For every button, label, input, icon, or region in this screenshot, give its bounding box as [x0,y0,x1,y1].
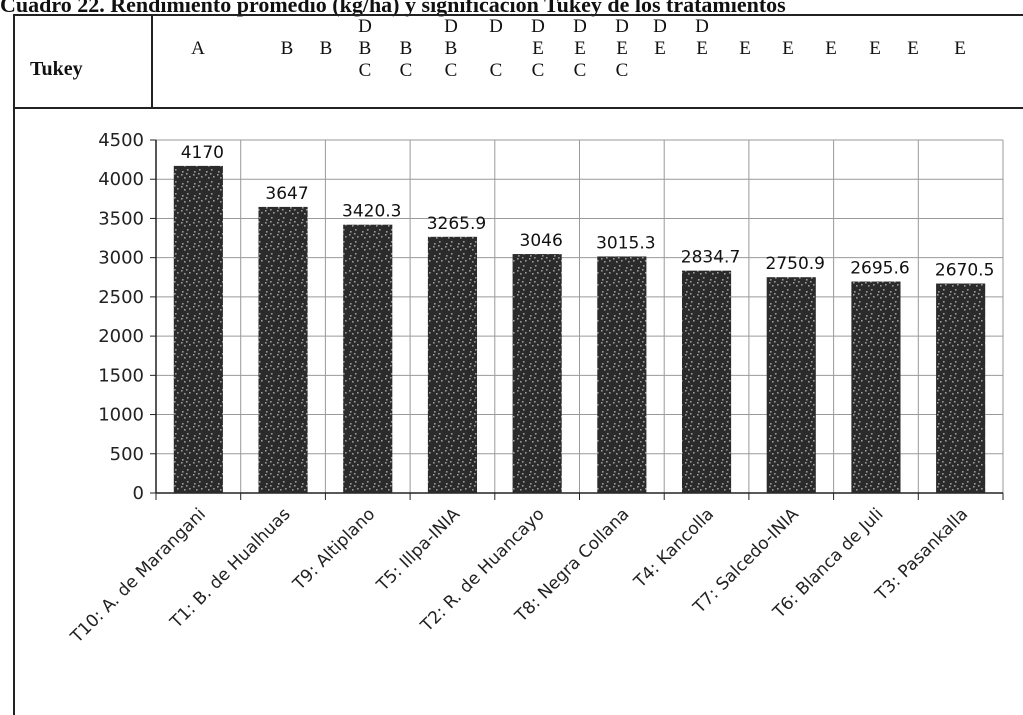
x-tick-label: T5: Illpa-INIA [372,504,464,596]
data-label: 3420.3 [342,202,401,222]
tukey-letter: E [782,38,794,59]
tukey-letter: D [489,16,503,37]
tukey-letter: E [825,38,837,59]
tukey-letter: D [358,16,372,37]
tukey-letter: E [739,38,751,59]
tukey-letter: C [573,60,587,81]
data-label: 3647 [265,184,308,204]
tukey-letter: E [574,38,586,59]
bar [173,165,223,494]
data-label: 3046 [520,231,563,251]
data-label: 4170 [181,143,224,163]
data-label: 2670.5 [935,261,994,281]
tukey-group-column: E [778,16,798,82]
tukey-letter: E [907,38,919,59]
tukey-letter: B [358,38,372,59]
table-frame [13,14,1023,715]
tukey-letter: B [280,38,294,59]
tukey-letter: D [573,16,587,37]
y-tick-label: 500 [110,444,144,465]
data-label: 2750.9 [766,254,825,274]
y-tick-label: 2000 [98,326,144,347]
tukey-divider [151,14,153,109]
data-label: 2834.7 [681,248,740,268]
y-tick-label: 3000 [98,248,144,269]
data-label: 3265.9 [427,214,486,234]
bar [343,224,393,493]
tukey-group-column: E [950,16,970,82]
tukey-letter: D [653,16,667,37]
bar [681,270,732,493]
x-tick-label: T9: Altiplano [289,504,380,595]
tukey-group-column: E [865,16,885,82]
tukey-letter: D [531,16,545,37]
tukey-letter: E [696,38,708,59]
tukey-group-column: E [735,16,755,82]
y-tick-label: 0 [133,483,144,504]
y-tick-label: 1000 [98,405,144,426]
tukey-letter: D [615,16,629,37]
x-tick-label: T10: A. de Marangani [66,504,209,647]
tukey-letter: C [399,60,413,81]
y-tick-label: 4500 [98,130,144,151]
data-label: 3015.3 [596,233,655,253]
y-tick-label: 4000 [98,169,144,190]
x-tick-label: T4: Kancolla [630,504,718,592]
tukey-letter: B [399,38,413,59]
tukey-letter: D [444,16,458,37]
tukey-letter: B [319,38,333,59]
tukey-letter: D [695,16,709,37]
bar [851,281,901,493]
tukey-letter: C [531,60,545,81]
tukey-letter: A [191,38,205,59]
tukey-letter: C [615,60,629,81]
bar [427,236,478,493]
tukey-group-column: A [188,16,208,82]
tukey-group-column: B [316,16,336,82]
tukey-letter: E [954,38,966,59]
y-tick-label: 2500 [98,287,144,308]
tukey-group-column: E [821,16,841,82]
tukey-row [13,14,1023,109]
tukey-letter: E [616,38,628,59]
tukey-letter: E [869,38,881,59]
data-label: 2695.6 [850,259,909,279]
bar [512,254,562,493]
tukey-label: Tukey [30,58,83,80]
tukey-letter: B [444,38,458,59]
bar [258,206,308,493]
y-tick-label: 1500 [98,365,144,386]
y-tick-label: 3500 [98,208,144,229]
table-caption: Cuadro 22. Rendimiento promedio (kg/ha) … [0,0,786,17]
bar [766,277,816,493]
tukey-letter: C [489,60,503,81]
tukey-letter: C [444,60,458,81]
tukey-letter: E [532,38,544,59]
tukey-letter: E [654,38,666,59]
tukey-letter: C [358,60,372,81]
tukey-group-column: E [903,16,923,82]
bar [936,283,986,493]
tukey-group-column: B [277,16,297,82]
bar [597,256,647,493]
